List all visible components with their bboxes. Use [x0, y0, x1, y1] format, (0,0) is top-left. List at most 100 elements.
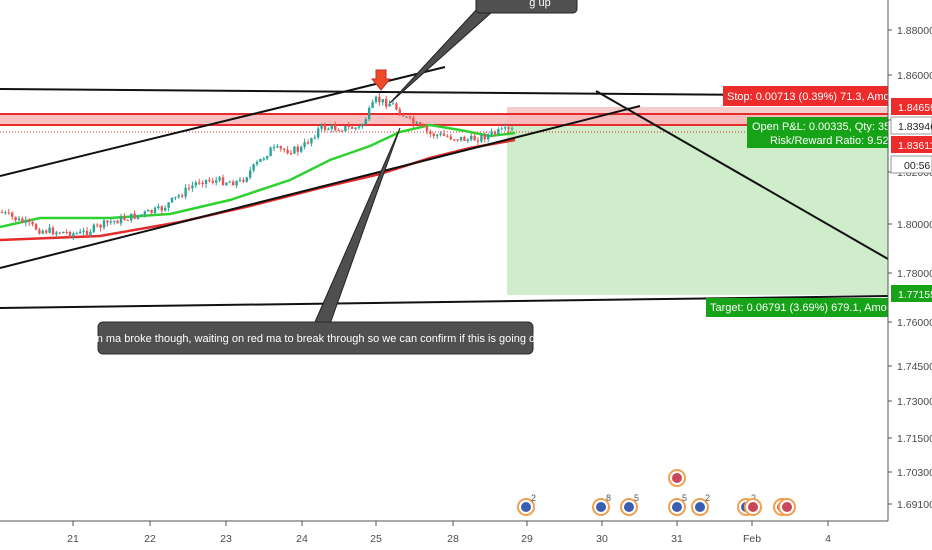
candle-body	[439, 133, 442, 135]
candle-body	[191, 185, 194, 189]
event-marker[interactable]	[668, 469, 686, 487]
candle-body	[164, 207, 167, 211]
candle-body	[51, 227, 55, 235]
pnl-tag-text: Open P&L: 0.00335, Qty: 3506	[752, 121, 902, 133]
resistance-band	[0, 114, 888, 125]
candle-body	[160, 206, 163, 211]
candle-body	[55, 232, 58, 235]
time-tick-label: 28	[447, 533, 459, 545]
candle-body	[198, 182, 201, 184]
candle-body	[228, 181, 231, 183]
candle-body	[276, 146, 279, 148]
candle-body	[21, 218, 24, 223]
candle-body	[4, 212, 7, 214]
economic-events[interactable]: 2 8 5 5 2 2	[517, 469, 796, 516]
time-tick-label: 25	[370, 533, 382, 545]
trend-line-descending[interactable]	[595, 90, 889, 260]
event-marker[interactable]: 5	[668, 493, 687, 516]
callout-pointer-bottom	[314, 127, 401, 325]
stop-tag-text: Stop: 0.00713 (0.39%) 71.3, Amou	[727, 91, 896, 103]
candle-body	[14, 216, 17, 221]
target-tag[interactable]: Target: 0.06791 (3.69%) 679.1, Amoun	[706, 298, 899, 317]
candle-body	[204, 179, 208, 185]
candle-body	[378, 96, 381, 103]
candle-body	[463, 136, 466, 141]
candle-body	[446, 135, 449, 137]
price-tick-label: 1.76000	[897, 317, 932, 329]
candle-body	[429, 131, 432, 134]
candle-body	[310, 138, 313, 144]
candle-body	[357, 126, 361, 128]
rr-tag-text: Risk/Reward Ratio: 9.52	[770, 135, 889, 147]
candle-body	[487, 134, 490, 140]
candle-body	[449, 136, 452, 140]
trend-line-upper-channel[interactable]	[0, 66, 446, 177]
candle-body	[75, 233, 78, 235]
candle-body	[470, 135, 473, 140]
candle-body	[466, 139, 469, 141]
candle-body	[422, 124, 425, 127]
candle-body	[99, 224, 102, 228]
candle-body	[361, 124, 364, 127]
event-count: 8	[606, 493, 611, 503]
pnl-tag[interactable]: Open P&L: 0.00335, Qty: 3506 Risk/Reward…	[747, 117, 902, 148]
svg-text:1.77155: 1.77155	[898, 289, 932, 301]
price-axis[interactable]: 1.880001.860001.840001.820001.800001.780…	[887, 0, 932, 530]
candle-body	[408, 116, 412, 118]
price-label-current: 1.83946	[890, 116, 932, 135]
candle-body	[480, 134, 483, 142]
candles	[0, 92, 514, 240]
candle-body	[286, 149, 289, 154]
event-marker[interactable]: 8	[592, 493, 611, 516]
trend-line-lower-channel[interactable]	[0, 105, 641, 269]
candle-body	[221, 177, 225, 186]
candle-body	[130, 213, 133, 221]
time-axis[interactable]: 21 22 23 24 25 28 29 30 31 Feb 4	[0, 520, 932, 550]
price-tick-label: 1.86000	[897, 70, 932, 82]
time-tick-label: 22	[144, 533, 156, 545]
candle-body	[218, 177, 221, 181]
candle-body	[490, 131, 493, 135]
candle-body	[24, 220, 27, 223]
candle-body	[381, 99, 384, 103]
event-marker[interactable]: 2	[691, 493, 710, 516]
price-tick-label: 1.71500	[897, 433, 932, 445]
candle-body	[507, 127, 510, 129]
candle-body	[259, 158, 262, 162]
event-count: 2	[751, 493, 756, 503]
candle-body	[41, 230, 44, 234]
candle-body	[96, 224, 99, 226]
event-count: 2	[705, 493, 710, 503]
candle-body	[303, 142, 306, 147]
candle-body	[208, 179, 211, 181]
price-tick-label: 1.70300	[897, 467, 932, 479]
event-marker[interactable]: 2	[517, 493, 536, 516]
price-label-stop: 1.84659	[891, 98, 932, 115]
candle-body	[211, 180, 214, 183]
candle-body	[266, 156, 269, 159]
candle-body	[7, 212, 10, 214]
candle-body	[354, 127, 357, 129]
candle-body	[119, 216, 123, 224]
candle-body	[28, 220, 31, 223]
top-callout[interactable]: g up	[475, 0, 578, 14]
candle-body	[300, 146, 303, 152]
candle-body	[296, 146, 299, 152]
annotation-text: green ma broke though, waiting on red ma…	[75, 333, 556, 345]
candle-body	[442, 133, 446, 136]
price-tick-label: 1.73000	[897, 396, 932, 408]
candle-body	[313, 137, 316, 139]
candle-body	[58, 232, 61, 234]
annotation-callout[interactable]: green ma broke though, waiting on red ma…	[75, 321, 556, 355]
candle-body	[344, 125, 347, 132]
event-marker[interactable]	[778, 498, 796, 516]
event-marker[interactable]: 5	[620, 493, 639, 516]
candle-body	[412, 117, 415, 124]
event-marker[interactable]	[744, 498, 762, 516]
candle-body	[38, 229, 41, 234]
candle-body	[72, 233, 75, 237]
candle-body	[235, 180, 238, 186]
candle-body	[405, 116, 408, 118]
stop-tag[interactable]: Stop: 0.00713 (0.39%) 71.3, Amou	[723, 86, 896, 106]
